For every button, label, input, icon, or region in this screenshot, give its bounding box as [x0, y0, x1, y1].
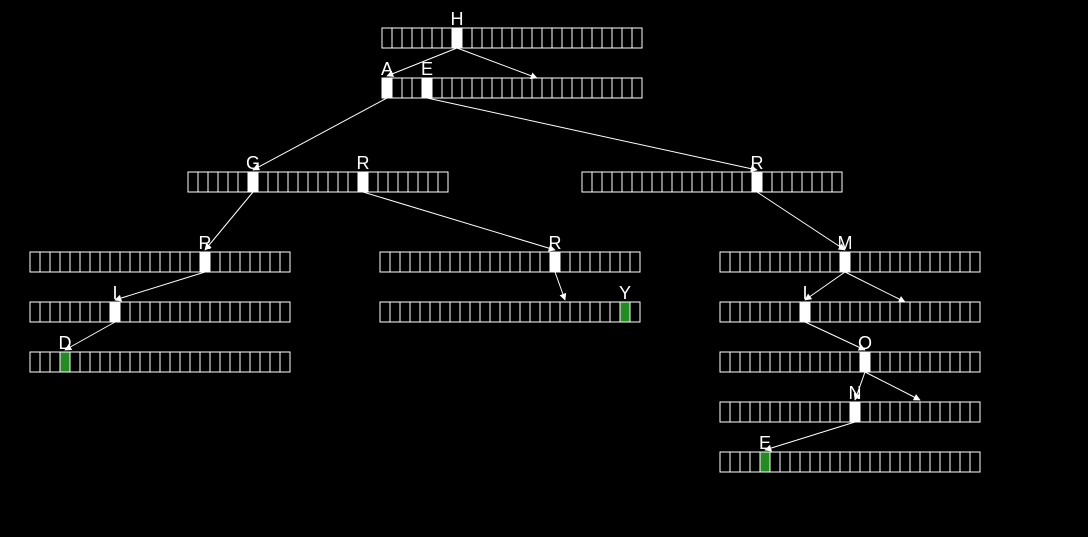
- branch-slot: [359, 173, 368, 192]
- trie-node: M: [720, 233, 980, 272]
- slot-label: Y: [619, 283, 631, 303]
- slot-label: R: [751, 153, 764, 173]
- slot-label: H: [451, 9, 464, 29]
- trie-node: N: [720, 383, 980, 422]
- slot-label: I: [112, 283, 117, 303]
- branch-slot: [111, 303, 120, 322]
- branch-slot: [201, 253, 210, 272]
- trie-node: AE: [381, 59, 642, 98]
- slot-label: G: [246, 153, 260, 173]
- branch-slot: [249, 173, 258, 192]
- branch-slot: [801, 303, 810, 322]
- trie-node: O: [720, 333, 980, 372]
- edge: [555, 272, 565, 300]
- edge: [805, 272, 845, 300]
- slot-label: R: [199, 233, 212, 253]
- branch-slot: [861, 353, 870, 372]
- edges-layer: [65, 48, 920, 450]
- branch-slot: [551, 253, 560, 272]
- branch-slot: [423, 79, 432, 98]
- branch-slot: [851, 403, 860, 422]
- trie-node: I: [720, 283, 980, 322]
- branch-slot: [383, 79, 392, 98]
- trie-node: R: [30, 233, 290, 272]
- slot-label: E: [759, 433, 771, 453]
- slot-label: I: [802, 283, 807, 303]
- edge: [205, 192, 253, 250]
- slot-label: M: [838, 233, 853, 253]
- edge: [805, 322, 865, 350]
- branch-slot: [753, 173, 762, 192]
- edge: [363, 192, 555, 250]
- trie-node: Y: [380, 283, 640, 322]
- edge: [115, 272, 205, 300]
- edge-extra: [865, 372, 920, 400]
- trie-node: E: [720, 433, 980, 472]
- branch-slot: [453, 29, 462, 48]
- edge-extra: [457, 48, 537, 78]
- slot-label: O: [858, 333, 872, 353]
- edge: [757, 192, 845, 250]
- trie-node: GR: [188, 153, 448, 192]
- trie-node: R: [380, 233, 640, 272]
- slot-label: E: [421, 59, 433, 79]
- slot-label: R: [549, 233, 562, 253]
- terminal-slot: [621, 303, 630, 322]
- branch-slot: [841, 253, 850, 272]
- slot-label: D: [59, 333, 72, 353]
- slot-label: R: [357, 153, 370, 173]
- terminal-slot: [61, 353, 70, 372]
- nodes-layer: HAEGRRRRMIYIDONE: [30, 9, 980, 472]
- trie-node: H: [382, 9, 642, 48]
- edge: [427, 98, 757, 170]
- edge: [65, 322, 115, 350]
- trie-diagram: HAEGRRRRMIYIDONE: [0, 0, 1088, 537]
- terminal-slot: [761, 453, 770, 472]
- slot-label: A: [381, 59, 393, 79]
- trie-node: D: [30, 333, 290, 372]
- trie-node: R: [582, 153, 842, 192]
- slot-label: N: [849, 383, 862, 403]
- edge: [765, 422, 855, 450]
- edge-extra: [845, 272, 905, 302]
- trie-node: I: [30, 283, 290, 322]
